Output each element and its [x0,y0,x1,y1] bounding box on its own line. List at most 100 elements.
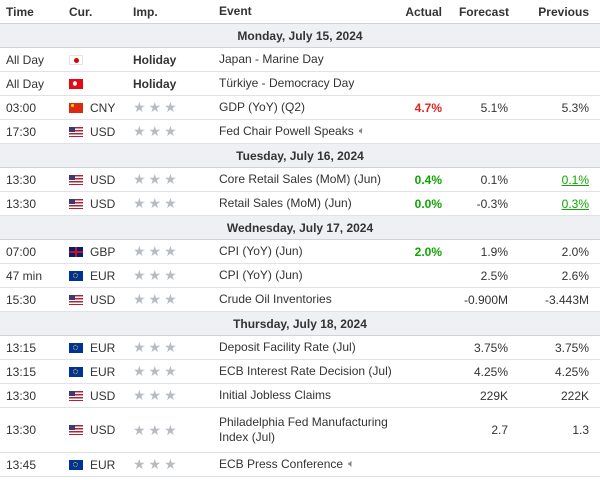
event-name-link[interactable]: CPI (YoY) (Jun) [219,240,394,263]
event-name-link[interactable]: ECB Press Conference 🔈︎ [219,453,394,476]
col-time-header[interactable]: Time [6,4,34,19]
importance-stars-icon: ★★★ [133,291,180,307]
event-time: 13:30 [6,388,37,403]
table-row[interactable]: All Day Holiday Japan - Marine Day [0,48,600,72]
table-row[interactable]: All Day Holiday Türkiye - Democracy Day [0,72,600,96]
flag-us-icon [69,294,83,305]
flag-us-icon [69,198,83,209]
event-time: 13:30 [6,172,37,187]
table-row[interactable]: 15:30 USD ★★★ Crude Oil Inventories -0.900M -… [0,288,600,312]
previous-value: 0.1% [561,172,589,187]
event-time: 15:30 [6,292,37,307]
previous-value: 0.3% [561,196,589,211]
event-time: 13:30 [6,423,37,437]
event-name[interactable]: Türkiye - Democracy Day [219,76,355,90]
event-name[interactable]: Core Retail Sales (MoM) (Jun) [219,172,382,186]
forecast-value: 1.9% [480,244,508,259]
currency: USD [90,292,116,307]
importance-stars-icon: ★★★ [133,387,180,403]
table-row[interactable]: 13:30 USD ★★★ Core Retail Sales (MoM) (Jun)… [0,168,600,192]
table-row[interactable]: 13:30 USD ★★★ Retail Sales (MoM) (Jun) 0.0% -… [0,192,600,216]
event-name-link[interactable]: Core Retail Sales (MoM) (Jun) [219,168,394,191]
event-name-link[interactable]: Türkiye - Democracy Day [219,72,394,95]
previous-value: 4.25% [554,364,589,379]
table-row[interactable]: 17:30 USD ★★★ Fed Chair Powell Speaks 🔈︎ [0,120,600,144]
actual-value: 0.4% [414,172,442,187]
importance-stars-icon: ★★★ [133,363,180,379]
holiday-label: Holiday [133,76,177,91]
date-separator: Monday, July 15, 2024 [0,24,600,48]
importance-stars-icon: ★★★ [133,456,180,472]
forecast-value: 229K [479,388,508,403]
event-name-link[interactable]: Philadelphia Fed Manufacturing Index (Ju… [219,408,394,452]
table-row[interactable]: 47 min EUR ★★★ CPI (YoY) (Jun) 2.5% 2.6% [0,264,600,288]
event-name-link[interactable]: Initial Jobless Claims [219,384,394,407]
table-row[interactable]: 13:30 USD ★★★ Philadelphia Fed Manufacturin… [0,408,600,453]
col-actual-header[interactable]: Actual [405,4,442,19]
event-name-link[interactable]: Fed Chair Powell Speaks 🔈︎ [219,120,394,143]
table-row[interactable]: 13:30 USD ★★★ Initial Jobless Claims 229K 222… [0,384,600,408]
event-name[interactable]: Crude Oil Inventories [219,292,332,306]
flag-cell [69,120,83,143]
col-forecast-header[interactable]: Forecast [458,4,509,19]
flag-us-icon [69,390,83,401]
event-name[interactable]: ECB Interest Rate Decision (Jul) [219,364,392,378]
col-importance-header[interactable]: Imp. [133,4,158,19]
table-header: Time Cur. Imp. Event Actual Forecast Pre… [0,0,600,24]
flag-cell [69,408,83,452]
flag-cell [69,384,83,407]
flag-eu-icon [69,459,83,470]
col-previous-header[interactable]: Previous [538,4,589,19]
actual-value: 4.7% [414,100,442,115]
importance-stars-icon: ★★★ [133,99,180,115]
event-name[interactable]: Philadelphia Fed Manufacturing Index (Ju… [219,415,388,444]
event-name-link[interactable]: Japan - Marine Day [219,48,394,71]
flag-cell [69,336,83,359]
event-time: 13:45 [6,457,37,472]
previous-value: 222K [560,388,589,403]
flag-cell [69,264,83,287]
event-name[interactable]: CPI (YoY) (Jun) [219,244,303,258]
event-name-link[interactable]: CPI (YoY) (Jun) [219,264,394,287]
previous-value: 3.75% [554,340,589,355]
table-row[interactable]: 13:15 EUR ★★★ Deposit Facility Rate (Jul) 3.… [0,336,600,360]
previous-value: 1.3 [572,423,589,437]
event-time: 47 min [6,268,43,283]
table-row[interactable]: 03:00 CNY ★★★ GDP (YoY) (Q2) 4.7% 5.1% 5.3% [0,96,600,120]
event-name[interactable]: Retail Sales (MoM) (Jun) [219,196,352,210]
holiday-label: Holiday [133,52,177,67]
previous-value: 2.6% [561,268,589,283]
speaker-icon: 🔈︎ [358,125,366,137]
event-name-link[interactable]: Deposit Facility Rate (Jul) [219,336,394,359]
currency: USD [90,423,116,437]
importance-stars-icon: ★★★ [133,267,180,283]
table-row[interactable]: 13:15 EUR ★★★ ECB Interest Rate Decision (J… [0,360,600,384]
flag-cell [69,240,83,263]
flag-cell [69,48,83,71]
event-name[interactable]: Deposit Facility Rate (Jul) [219,340,356,354]
event-name[interactable]: CPI (YoY) (Jun) [219,268,303,282]
table-row[interactable]: 07:00 GBP ★★★ CPI (YoY) (Jun) 2.0% 1.9% 2.0% [0,240,600,264]
forecast-value: 2.5% [480,268,508,283]
event-name[interactable]: Fed Chair Powell Speaks [219,124,354,138]
flag-cell [69,72,83,95]
col-event-header[interactable]: Event [219,4,252,18]
event-time: All Day [6,52,45,67]
flag-eu-icon [69,366,83,377]
event-name[interactable]: GDP (YoY) (Q2) [219,100,306,114]
speaker-icon: 🔈︎ [348,458,355,470]
col-currency-header[interactable]: Cur. [69,4,93,19]
flag-cell [69,96,83,119]
currency: CNY [90,100,116,115]
event-name-link[interactable]: Retail Sales (MoM) (Jun) [219,192,394,215]
flag-eu-icon [69,342,83,353]
event-name-link[interactable]: GDP (YoY) (Q2) [219,96,394,119]
event-name[interactable]: Japan - Marine Day [219,52,324,66]
date-separator: Wednesday, July 17, 2024 [0,216,600,240]
event-name-link[interactable]: Crude Oil Inventories [219,288,394,311]
event-name-link[interactable]: ECB Interest Rate Decision (Jul) [219,360,394,383]
currency: USD [90,388,116,403]
event-name[interactable]: Initial Jobless Claims [219,388,332,402]
event-name[interactable]: ECB Press Conference [219,457,344,471]
table-row[interactable]: 13:45 EUR ★★★ ECB Press Conference 🔈︎ [0,453,600,477]
